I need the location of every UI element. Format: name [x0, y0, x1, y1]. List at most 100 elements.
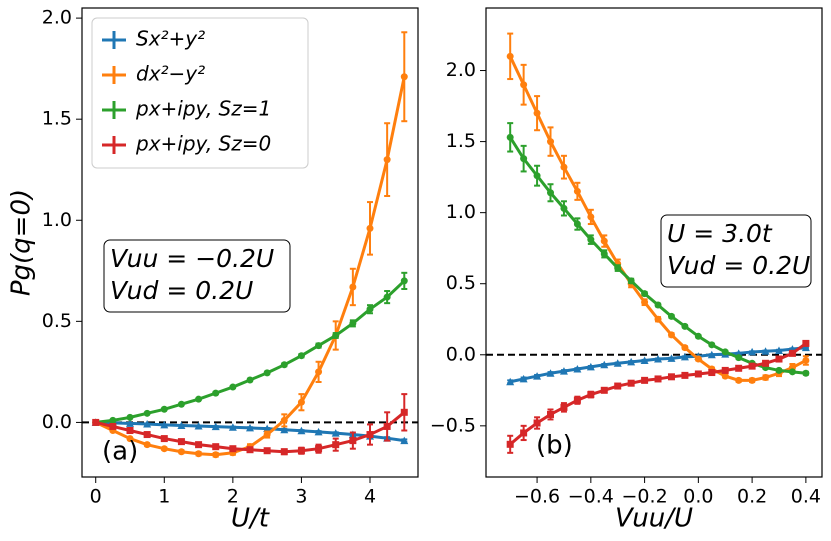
x-axis-label: U/t — [231, 504, 270, 534]
x-tick-label: 2 — [227, 486, 239, 508]
marker — [600, 250, 608, 258]
marker — [263, 369, 271, 377]
marker — [246, 376, 254, 384]
marker — [694, 370, 702, 378]
marker — [228, 423, 237, 431]
legend-label: px+ipy, Sz=0 — [135, 132, 271, 156]
marker — [533, 172, 541, 180]
y-tick-label: 0.0 — [446, 343, 476, 365]
marker — [212, 451, 220, 459]
marker — [587, 213, 595, 221]
marker — [627, 357, 636, 366]
marker — [366, 224, 374, 232]
marker — [600, 386, 608, 394]
marker — [587, 236, 595, 244]
marker — [212, 389, 220, 397]
marker — [708, 341, 716, 349]
marker — [212, 443, 220, 451]
marker — [667, 373, 675, 381]
marker — [788, 368, 796, 376]
x-tick-label: 0.2 — [737, 486, 767, 508]
marker — [600, 237, 608, 245]
marker — [143, 420, 152, 428]
marker — [126, 419, 134, 427]
marker — [640, 356, 649, 364]
x-tick-label: 3 — [295, 486, 307, 508]
marker — [667, 354, 676, 362]
marker — [762, 359, 770, 367]
marker — [315, 368, 323, 376]
marker — [560, 403, 568, 411]
annotation: U = 3.0t — [667, 219, 773, 248]
y-tick-label: 1.5 — [42, 108, 72, 130]
marker — [559, 367, 568, 375]
marker — [721, 366, 729, 374]
marker — [297, 447, 305, 455]
y-tick-label: 0.5 — [446, 272, 476, 294]
marker — [366, 431, 374, 439]
marker — [383, 293, 391, 301]
marker — [721, 372, 729, 380]
marker — [314, 427, 323, 436]
x-tick-label: 0.0 — [683, 486, 713, 508]
marker — [654, 301, 662, 309]
marker — [708, 369, 716, 377]
marker — [246, 446, 254, 454]
annotation: Vud = 0.2U — [110, 276, 253, 305]
marker — [109, 422, 117, 430]
legend-label: dx²−y² — [136, 62, 205, 86]
marker — [573, 187, 581, 195]
marker — [681, 344, 689, 352]
marker — [735, 364, 743, 372]
marker — [506, 377, 515, 386]
marker — [654, 315, 662, 323]
y-tick-label: 1.0 — [42, 209, 72, 231]
marker — [520, 429, 528, 437]
marker — [573, 220, 581, 228]
marker — [520, 81, 528, 89]
marker — [614, 264, 622, 272]
marker — [315, 342, 323, 350]
marker — [667, 312, 675, 320]
marker — [748, 347, 757, 356]
marker — [547, 189, 555, 197]
marker — [533, 109, 541, 117]
marker — [547, 138, 555, 146]
legend-label: Sx²+y² — [136, 27, 205, 51]
marker — [775, 355, 783, 363]
marker — [349, 319, 357, 327]
y-axis-label: Pg(q=0) — [7, 189, 37, 296]
marker — [573, 364, 582, 373]
marker — [506, 440, 514, 448]
marker — [761, 347, 770, 355]
marker — [195, 441, 203, 449]
marker — [801, 343, 810, 352]
marker — [143, 441, 151, 449]
marker — [109, 416, 117, 424]
y-tick-label: 1.5 — [446, 130, 476, 152]
marker — [246, 423, 254, 432]
marker — [263, 431, 271, 439]
marker — [280, 448, 288, 456]
marker — [774, 346, 783, 355]
plot-frame — [81, 7, 419, 478]
marker — [614, 382, 622, 390]
x-tick-label: 0 — [90, 486, 102, 508]
marker — [560, 204, 568, 212]
legend-box — [91, 17, 309, 169]
marker — [195, 450, 203, 458]
marker — [280, 361, 288, 369]
marker — [654, 355, 663, 363]
marker — [280, 425, 289, 434]
marker — [400, 73, 408, 81]
marker — [694, 355, 702, 363]
marker — [775, 366, 783, 374]
marker — [707, 350, 716, 359]
annotation-box — [660, 214, 812, 288]
marker — [681, 371, 689, 379]
y-tick-label: 2.0 — [42, 7, 72, 29]
marker — [748, 362, 756, 370]
marker — [560, 163, 568, 171]
marker — [143, 409, 151, 417]
